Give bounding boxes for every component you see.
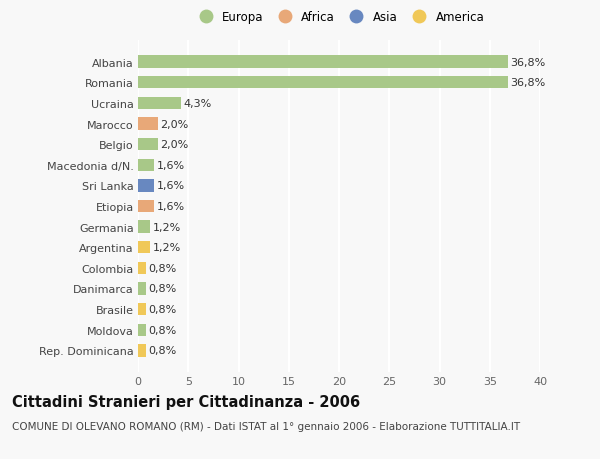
Text: COMUNE DI OLEVANO ROMANO (RM) - Dati ISTAT al 1° gennaio 2006 - Elaborazione TUT: COMUNE DI OLEVANO ROMANO (RM) - Dati IST… <box>12 421 520 431</box>
Text: 1,6%: 1,6% <box>157 181 185 191</box>
Text: 0,8%: 0,8% <box>149 263 177 273</box>
Text: 1,6%: 1,6% <box>157 160 185 170</box>
Bar <box>138 241 150 254</box>
Text: Cittadini Stranieri per Cittadinanza - 2006: Cittadini Stranieri per Cittadinanza - 2… <box>12 394 360 409</box>
Legend: Europa, Africa, Asia, America: Europa, Africa, Asia, America <box>194 11 484 24</box>
Text: 2,0%: 2,0% <box>161 140 189 150</box>
Bar <box>138 324 146 336</box>
Text: 36,8%: 36,8% <box>511 57 545 67</box>
Bar <box>138 139 158 151</box>
Bar <box>138 283 146 295</box>
Bar <box>138 221 150 233</box>
Bar <box>138 180 154 192</box>
Text: 0,8%: 0,8% <box>149 325 177 335</box>
Bar <box>138 118 158 130</box>
Text: 0,8%: 0,8% <box>149 284 177 294</box>
Text: 36,8%: 36,8% <box>511 78 545 88</box>
Bar <box>138 201 154 213</box>
Bar <box>138 77 508 89</box>
Bar <box>138 159 154 172</box>
Text: 1,2%: 1,2% <box>152 243 181 253</box>
Bar <box>138 56 508 69</box>
Bar <box>138 97 181 110</box>
Text: 0,8%: 0,8% <box>149 346 177 356</box>
Text: 1,2%: 1,2% <box>152 222 181 232</box>
Text: 4,3%: 4,3% <box>184 99 212 109</box>
Bar <box>138 262 146 274</box>
Text: 2,0%: 2,0% <box>161 119 189 129</box>
Text: 1,6%: 1,6% <box>157 202 185 212</box>
Text: 0,8%: 0,8% <box>149 304 177 314</box>
Bar <box>138 344 146 357</box>
Bar <box>138 303 146 316</box>
